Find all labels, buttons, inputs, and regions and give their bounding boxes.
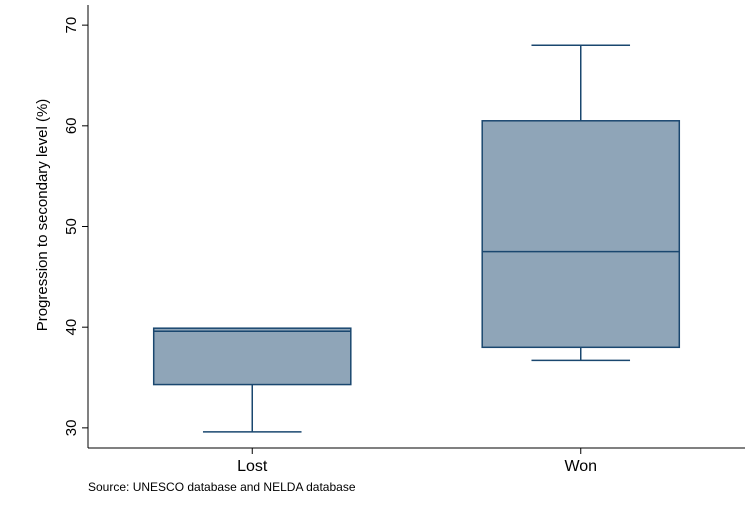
y-axis: 30 40 50 60 70: [63, 5, 89, 448]
y-tick-label: 60: [63, 117, 80, 134]
box-series: [152, 44, 681, 433]
iqr-box: [481, 120, 681, 349]
box-lost: [152, 327, 352, 433]
y-tick-label: 40: [63, 319, 80, 336]
iqr-box: [152, 327, 352, 386]
y-tick-label: 70: [63, 17, 80, 34]
x-tick-label: Lost: [237, 458, 268, 475]
box-won: [481, 44, 681, 362]
y-axis-label: Progression to secondary level (%): [34, 99, 51, 332]
source-note: Source: UNESCO database and NELDA databa…: [88, 480, 356, 494]
x-axis: Lost Won: [88, 447, 745, 475]
y-tick-label: 30: [63, 420, 80, 437]
y-tick-label: 50: [63, 218, 80, 235]
x-tick-label: Won: [564, 458, 597, 475]
